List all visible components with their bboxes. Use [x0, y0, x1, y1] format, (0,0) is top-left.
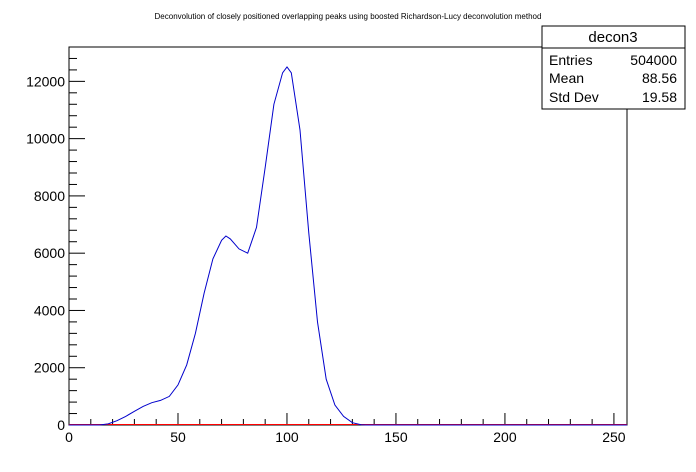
stats-mean-value: 88.56 [642, 70, 677, 86]
x-tick-label: 0 [65, 429, 73, 445]
stats-stddev-label: Std Dev [549, 89, 599, 105]
x-tick-label: 200 [493, 429, 517, 445]
y-tick-label: 10000 [26, 131, 65, 147]
x-axis: 0 50 100 150 200 250 [65, 413, 626, 445]
stats-entries-value: 504000 [630, 52, 677, 68]
stats-box-name: decon3 [588, 29, 637, 46]
x-tick-label: 250 [602, 429, 626, 445]
stats-stddev-value: 19.58 [642, 89, 677, 105]
series-line [69, 66, 627, 426]
y-axis: 0 2000 4000 6000 8000 10000 12000 [26, 46, 85, 433]
x-tick-label: 150 [384, 429, 408, 445]
stats-box: decon3 Entries 504000 Mean 88.56 Std Dev… [541, 25, 686, 110]
chart-title: Deconvolution of closely positioned over… [155, 12, 542, 21]
y-tick-label: 0 [57, 417, 65, 433]
x-tick-label: 100 [275, 429, 299, 445]
y-tick-label: 12000 [26, 73, 65, 89]
y-tick-label: 6000 [34, 245, 65, 261]
x-tick-label: 50 [170, 429, 186, 445]
stats-box-frame [541, 25, 686, 110]
y-tick-label: 2000 [34, 360, 65, 376]
y-tick-label: 8000 [34, 188, 65, 204]
stats-mean-label: Mean [549, 70, 584, 86]
y-tick-label: 4000 [34, 302, 65, 318]
stats-entries-label: Entries [549, 52, 593, 68]
